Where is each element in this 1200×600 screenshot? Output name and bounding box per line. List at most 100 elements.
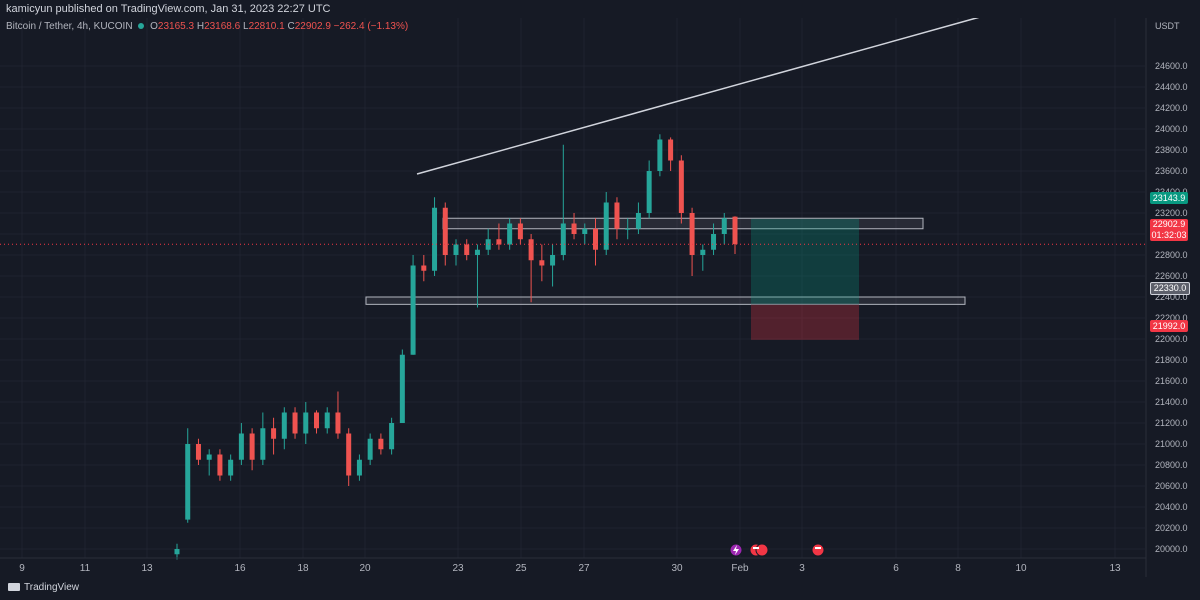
price-tick-label: 21600.0 bbox=[1155, 376, 1188, 386]
price-tick-label: 21800.0 bbox=[1155, 355, 1188, 365]
price-tick-label: 23800.0 bbox=[1155, 145, 1188, 155]
footer-brand[interactable]: TradingView bbox=[8, 582, 79, 593]
publisher-caption: kamicyun published on TradingView.com, J… bbox=[6, 3, 331, 15]
candle-body bbox=[260, 428, 266, 460]
candle-body bbox=[474, 249, 480, 255]
time-tick-label: 3 bbox=[799, 563, 805, 574]
time-tick-label: 20 bbox=[359, 563, 371, 574]
countdown-timer: 01:32:03 bbox=[1151, 230, 1187, 240]
flag-stripe bbox=[753, 547, 759, 549]
candle-body bbox=[346, 433, 352, 476]
last-price-value: 22902.9 bbox=[1152, 219, 1186, 229]
price-tick-label: 22600.0 bbox=[1155, 271, 1188, 281]
profit-zone bbox=[751, 218, 859, 305]
candle-body bbox=[356, 459, 362, 476]
candle-body bbox=[281, 412, 287, 439]
candle-body bbox=[432, 207, 438, 271]
target-price-tag: 23143.9 bbox=[1150, 192, 1188, 204]
candle-body bbox=[174, 549, 180, 555]
candle-body bbox=[324, 412, 330, 429]
candle-body bbox=[668, 139, 674, 161]
candle-body bbox=[217, 454, 223, 476]
candle-body bbox=[582, 228, 588, 234]
tradingview-logo-icon bbox=[8, 583, 20, 592]
candle-body bbox=[303, 412, 309, 434]
time-tick-label: 11 bbox=[80, 563, 91, 574]
price-tick-label: 21000.0 bbox=[1155, 439, 1188, 449]
price-tick-label: 24600.0 bbox=[1155, 61, 1188, 71]
candle-body bbox=[410, 265, 416, 355]
candle-body bbox=[453, 244, 459, 255]
footer-band bbox=[0, 577, 1200, 600]
candle-body bbox=[335, 412, 341, 434]
level-price-tag: 22330.0 bbox=[1150, 282, 1190, 295]
candle-body bbox=[635, 213, 641, 229]
stop-price-tag: 21992.0 bbox=[1150, 320, 1188, 332]
time-axis: 9 11 13 16 18 20 23 25 27 30 Feb 3 6 8 10 13 bbox=[0, 557, 1146, 574]
high-label: H bbox=[196, 21, 205, 32]
candle-body bbox=[238, 433, 244, 460]
candle-body bbox=[646, 171, 652, 213]
price-axis: 24600.0 24400.0 24200.0 24000.0 23800.0 23600… bbox=[1145, 18, 1188, 577]
low-value: 22810.1 bbox=[248, 21, 285, 32]
price-tick-label: 20000.0 bbox=[1155, 544, 1188, 554]
candle-body bbox=[528, 239, 534, 261]
candle-body bbox=[206, 454, 212, 460]
candle-body bbox=[314, 412, 319, 429]
ohlc-legend: Bitcoin / Tether, 4h, KUCOIN O23165.3 H2… bbox=[6, 21, 408, 32]
time-tick-label: 13 bbox=[1109, 563, 1121, 574]
stop-loss-zone bbox=[751, 304, 859, 340]
time-tick-label: 13 bbox=[141, 563, 153, 574]
time-tick-label: 8 bbox=[955, 563, 961, 574]
candle-body bbox=[292, 412, 298, 434]
candle-body bbox=[195, 444, 201, 460]
flag-stripe bbox=[815, 547, 821, 549]
trendline bbox=[416, 16, 981, 175]
time-tick-label: 23 bbox=[452, 563, 464, 574]
footer-brand-label: TradingView bbox=[24, 582, 80, 593]
price-tick-label: 21200.0 bbox=[1155, 418, 1188, 428]
chart-grid bbox=[0, 18, 1145, 558]
candle-body bbox=[593, 228, 598, 250]
change-value: −262.4 (−1.13%) bbox=[333, 21, 409, 32]
candle-body bbox=[678, 160, 684, 213]
long-position-tool bbox=[751, 218, 859, 340]
high-value: 23168.6 bbox=[204, 21, 241, 32]
price-tick-label: 23200.0 bbox=[1155, 208, 1188, 218]
price-tick-label: 22800.0 bbox=[1155, 250, 1188, 260]
candle-body bbox=[421, 265, 427, 271]
price-tick-label: 21400.0 bbox=[1155, 397, 1188, 407]
symbol-label[interactable]: Bitcoin / Tether, 4h, KUCOIN bbox=[6, 21, 133, 32]
candle-body bbox=[185, 444, 191, 520]
candle-body bbox=[378, 438, 384, 450]
time-tick-label: 6 bbox=[893, 563, 899, 574]
time-tick-label: 30 bbox=[671, 563, 683, 574]
candle-body bbox=[464, 244, 470, 255]
candle-body bbox=[571, 223, 577, 234]
candle-body bbox=[603, 202, 609, 250]
time-tick-label: 27 bbox=[578, 563, 590, 574]
lightning-icon bbox=[733, 545, 739, 555]
candle-body bbox=[228, 459, 234, 476]
price-tick-label: 22000.0 bbox=[1155, 334, 1188, 344]
price-tick-label: 22400.0 bbox=[1155, 292, 1188, 302]
candle-body bbox=[689, 213, 695, 255]
lower-range-zone bbox=[365, 296, 966, 305]
candle-body bbox=[399, 354, 405, 423]
candle-body bbox=[496, 239, 502, 245]
event-icons bbox=[729, 543, 825, 557]
currency-unit: USDT bbox=[1155, 21, 1180, 31]
price-tick-label: 20800.0 bbox=[1155, 460, 1188, 470]
candle-body bbox=[711, 234, 717, 250]
time-tick-label: Feb bbox=[731, 563, 749, 574]
candle-body bbox=[367, 438, 373, 460]
us-flag-event-icon bbox=[755, 543, 769, 557]
low-label: L bbox=[243, 21, 249, 32]
candle-body bbox=[614, 202, 620, 229]
candle-body bbox=[271, 428, 277, 439]
open-value: 23165.3 bbox=[157, 21, 195, 32]
dot-icon bbox=[138, 23, 145, 29]
candle-body bbox=[560, 223, 566, 255]
time-tick-label: 10 bbox=[1015, 563, 1027, 574]
